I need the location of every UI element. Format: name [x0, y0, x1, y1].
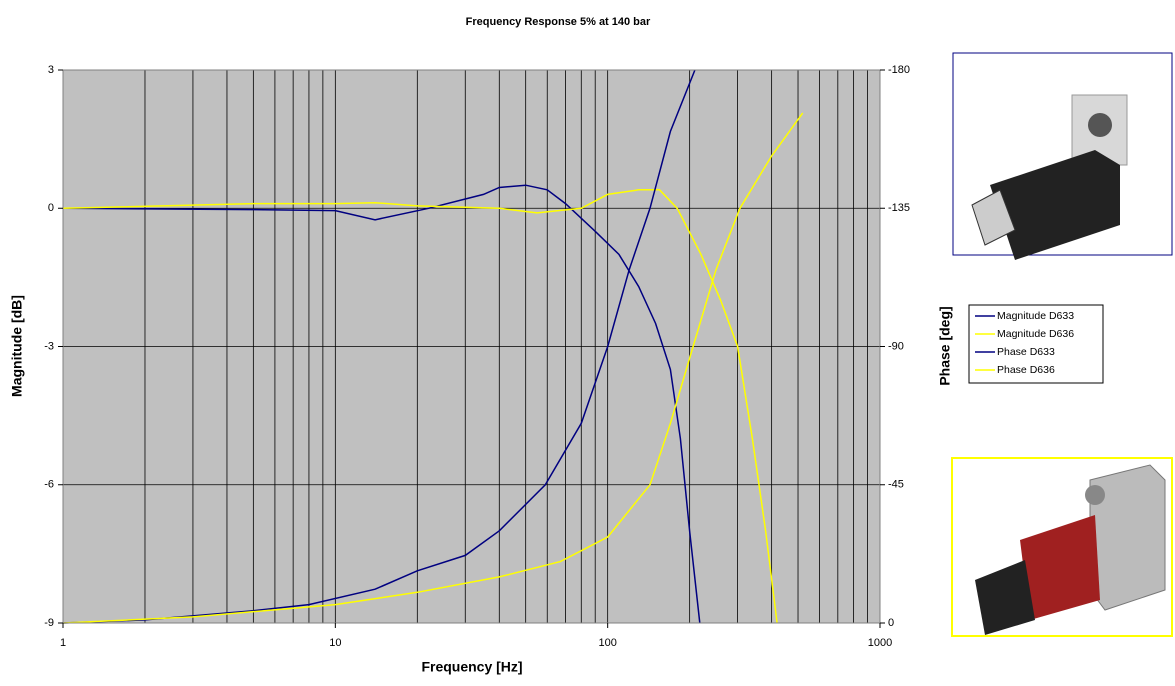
image-part [975, 560, 1035, 635]
image-part [971, 189, 1016, 246]
y2-tick-label: -180 [888, 64, 910, 76]
series-line [62, 112, 804, 624]
image-part [1020, 515, 1100, 620]
series-line [62, 184, 701, 624]
y-tick-label: -3 [44, 340, 54, 352]
x-tick-label: 100 [598, 637, 616, 649]
y-tick-label: 3 [48, 64, 54, 76]
y2-axis-label: Phase [deg] [937, 306, 953, 385]
legend: Magnitude D633 Magnitude D636 Phase D633 Ph… [968, 304, 1104, 384]
series-line [62, 69, 696, 624]
y-tick-label: 0 [48, 202, 54, 214]
x-tick-label: 10 [329, 637, 341, 649]
image-part [1088, 113, 1112, 137]
legend-label: Magnitude D636 [997, 328, 1074, 340]
product-image-1 [952, 52, 1173, 260]
image-part [990, 150, 1120, 260]
lines [62, 69, 804, 624]
legend-label: Phase D633 [997, 346, 1055, 358]
product-image-2 [951, 457, 1173, 637]
y-tick-label: -9 [44, 617, 54, 629]
y2-tick-label: -90 [888, 340, 904, 352]
x-tick-label: 1000 [868, 637, 892, 649]
y2-tick-label: -45 [888, 479, 904, 491]
legend-label: Magnitude D633 [997, 310, 1074, 322]
legend-label: Phase D636 [997, 364, 1055, 376]
image-part [1089, 464, 1166, 611]
x-axis-label: Frequency [Hz] [421, 659, 522, 675]
series-line [62, 189, 778, 624]
y2-tick-label: -135 [888, 202, 910, 214]
y-axis-label: Magnitude [dB] [9, 295, 25, 397]
chart-title: Frequency Response 5% at 140 bar [466, 16, 651, 28]
y-tick-label: -6 [44, 479, 54, 491]
x-tick-label: 1 [60, 637, 66, 649]
image-part [1085, 485, 1105, 505]
y2-tick-label: 0 [888, 617, 894, 629]
